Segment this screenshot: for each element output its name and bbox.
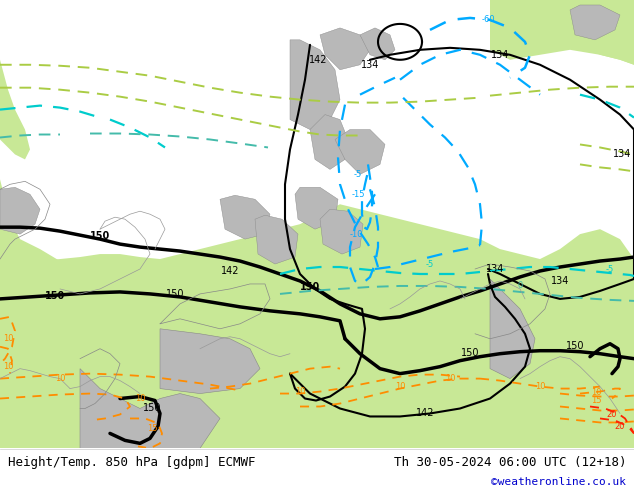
Polygon shape [255,215,298,264]
Text: 150: 150 [143,403,161,414]
Text: 134: 134 [361,60,379,70]
Text: -5: -5 [606,265,614,273]
Polygon shape [490,0,634,65]
Polygon shape [570,5,620,40]
Text: Th 30-05-2024 06:00 UTC (12+18): Th 30-05-2024 06:00 UTC (12+18) [394,456,626,469]
Polygon shape [80,368,220,448]
Text: 150: 150 [90,231,110,241]
Polygon shape [310,115,348,170]
Polygon shape [580,0,634,65]
Text: 134: 134 [551,276,569,286]
Text: 0: 0 [517,281,522,291]
Polygon shape [320,209,363,254]
Polygon shape [0,60,30,159]
Text: 150: 150 [45,291,65,301]
Polygon shape [320,28,370,70]
Text: 10: 10 [444,374,455,383]
Text: 10: 10 [534,382,545,391]
Text: -60: -60 [481,15,495,24]
Text: 10: 10 [395,382,405,391]
Polygon shape [0,135,60,269]
Text: 134: 134 [486,264,504,274]
Text: 15: 15 [591,396,601,405]
Polygon shape [295,187,338,229]
Text: 150: 150 [300,282,320,292]
Text: Height/Temp. 850 hPa [gdpm] ECMWF: Height/Temp. 850 hPa [gdpm] ECMWF [8,456,256,469]
Polygon shape [0,204,634,448]
Text: -10: -10 [349,230,363,239]
Text: 10: 10 [3,334,13,343]
Text: 10: 10 [3,362,13,371]
Text: 150: 150 [566,341,585,351]
Text: 10: 10 [295,387,305,396]
Text: 15: 15 [146,424,157,433]
Polygon shape [290,40,340,129]
Text: 10: 10 [591,388,601,397]
Text: 150: 150 [461,348,479,358]
Polygon shape [335,129,385,174]
Text: 20: 20 [615,422,625,431]
Text: -5: -5 [426,260,434,269]
Polygon shape [160,329,260,393]
Text: -5: -5 [354,170,362,179]
Text: 142: 142 [416,409,434,418]
Polygon shape [0,187,40,234]
Text: 134: 134 [613,149,631,159]
Text: 142: 142 [309,55,327,65]
Text: 20: 20 [607,410,618,419]
Text: -15: -15 [351,190,365,199]
Text: 10: 10 [135,394,145,403]
Text: 142: 142 [221,266,239,276]
Text: 134: 134 [491,50,509,60]
Text: 10: 10 [55,374,65,383]
Polygon shape [360,28,395,60]
Text: ©weatheronline.co.uk: ©weatheronline.co.uk [491,477,626,487]
Polygon shape [490,279,535,379]
Polygon shape [220,196,270,239]
Text: 150: 150 [165,289,184,299]
